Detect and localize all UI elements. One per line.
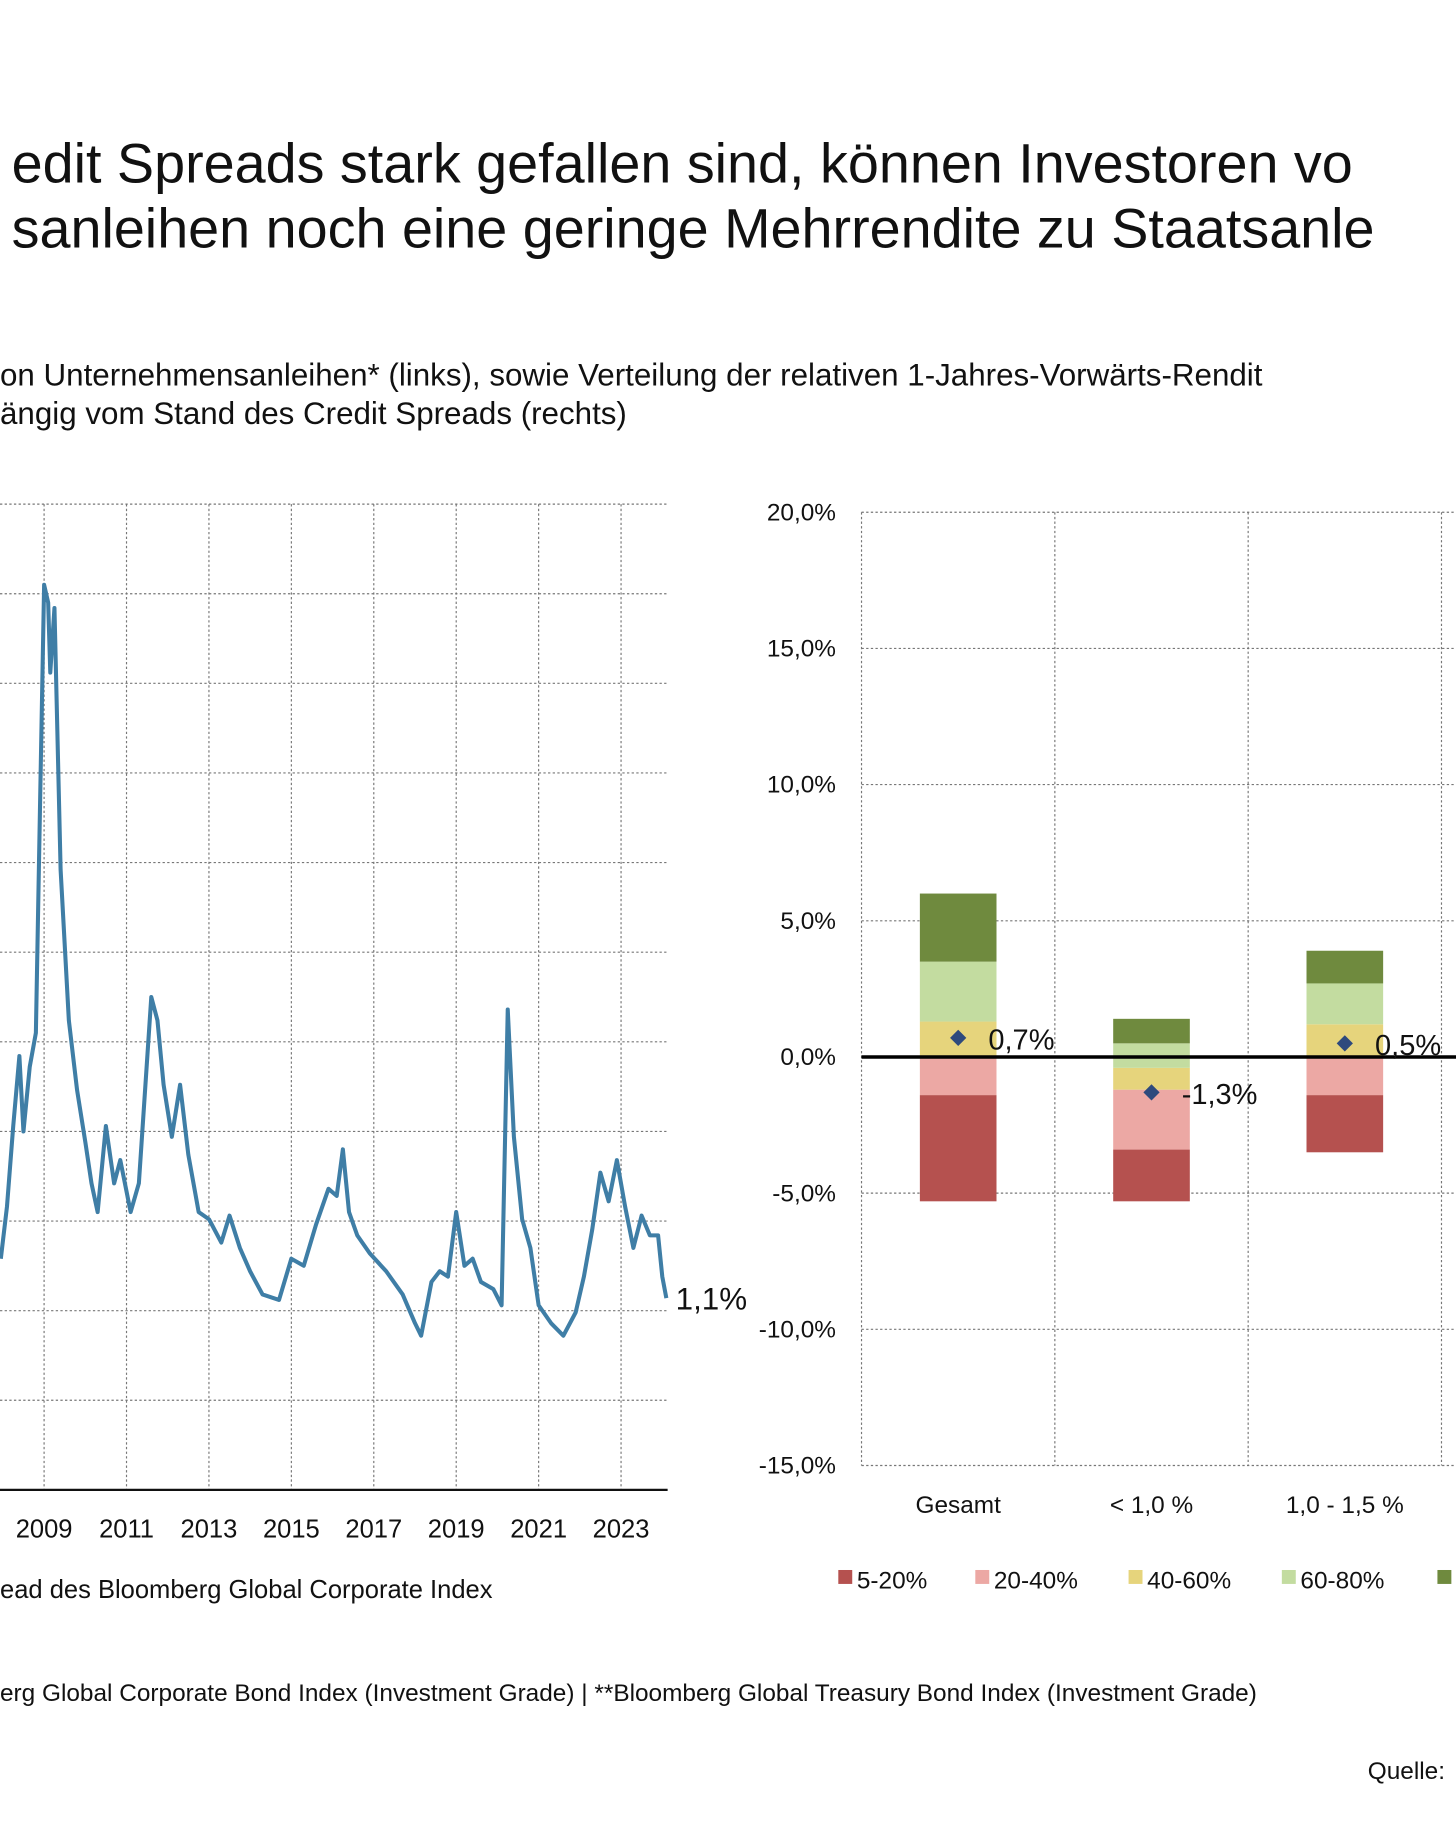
subtitle: on Unternehmensanleihen* (links), sowie … xyxy=(0,358,1263,393)
legend-label: 40-60% xyxy=(1147,1568,1231,1595)
legend-swatch xyxy=(1128,1569,1143,1584)
x-tick-label: 2017 xyxy=(345,1515,402,1543)
bar-segment xyxy=(919,1095,997,1202)
bar-segment xyxy=(1306,1056,1384,1096)
source: Quelle: xyxy=(1368,1758,1445,1785)
x-tick-label: 2011 xyxy=(99,1515,154,1543)
data-label: 0,5% xyxy=(1375,1030,1441,1062)
y-tick-label: 20,0% xyxy=(767,499,836,526)
legend-swatch xyxy=(975,1569,990,1584)
mean-marker xyxy=(1143,1084,1160,1101)
data-label: 0,7% xyxy=(988,1025,1054,1057)
y-tick-label: -5,0% xyxy=(772,1180,836,1207)
bar-segment xyxy=(1306,983,1384,1025)
y-tick-label: -10,0% xyxy=(759,1316,836,1343)
x-tick-label: < 1,0 % xyxy=(1110,1492,1193,1519)
bar-segment xyxy=(1113,1149,1190,1202)
x-tick-label: 2013 xyxy=(181,1515,238,1543)
footnote: erg Global Corporate Bond Index (Investm… xyxy=(0,1680,1257,1707)
y-tick-label: 5,0% xyxy=(780,908,836,935)
x-tick-label: 2023 xyxy=(593,1515,650,1543)
legend-label: 60-80% xyxy=(1300,1568,1384,1595)
bar-segment xyxy=(919,961,997,1022)
line-series xyxy=(0,582,669,1338)
legend-label: 20-40% xyxy=(994,1568,1078,1595)
y-tick-label: 10,0% xyxy=(767,772,836,799)
x-tick-label: 1,0 - 1,5 % xyxy=(1286,1492,1404,1519)
legend-swatch xyxy=(838,1569,853,1584)
y-tick-label: -15,0% xyxy=(759,1453,836,1480)
bar-segment xyxy=(919,1056,997,1096)
title: edit Spreads stark gefallen sind, können… xyxy=(12,133,1353,195)
x-tick-label: Gesamt xyxy=(916,1492,1002,1519)
legend-label: 5-20% xyxy=(857,1568,927,1595)
legend-label: ead des Bloomberg Global Corporate Index xyxy=(0,1576,493,1604)
bar-segment xyxy=(1113,1018,1190,1044)
bar-segment xyxy=(1306,950,1384,984)
bar-segment xyxy=(1113,1067,1190,1090)
x-tick-label: 2019 xyxy=(428,1515,485,1543)
x-tick-label: 2015 xyxy=(263,1515,320,1543)
data-label: 1,1% xyxy=(676,1282,747,1317)
x-tick-label: 2009 xyxy=(16,1515,73,1543)
title: sanleihen noch eine geringe Mehrrendite … xyxy=(12,198,1375,260)
mean-marker xyxy=(950,1029,967,1047)
y-tick-label: 15,0% xyxy=(767,636,836,663)
bar-segment xyxy=(919,893,997,962)
data-label: -1,3% xyxy=(1182,1079,1258,1111)
mean-marker xyxy=(1336,1035,1353,1052)
y-tick-label: 0,0% xyxy=(780,1044,836,1071)
x-tick-label: 2021 xyxy=(510,1515,567,1543)
legend-swatch xyxy=(1281,1569,1296,1584)
bar-segment xyxy=(1306,1095,1384,1153)
legend-swatch xyxy=(1437,1569,1452,1584)
subtitle: ängig vom Stand des Credit Spreads (rech… xyxy=(0,396,627,431)
